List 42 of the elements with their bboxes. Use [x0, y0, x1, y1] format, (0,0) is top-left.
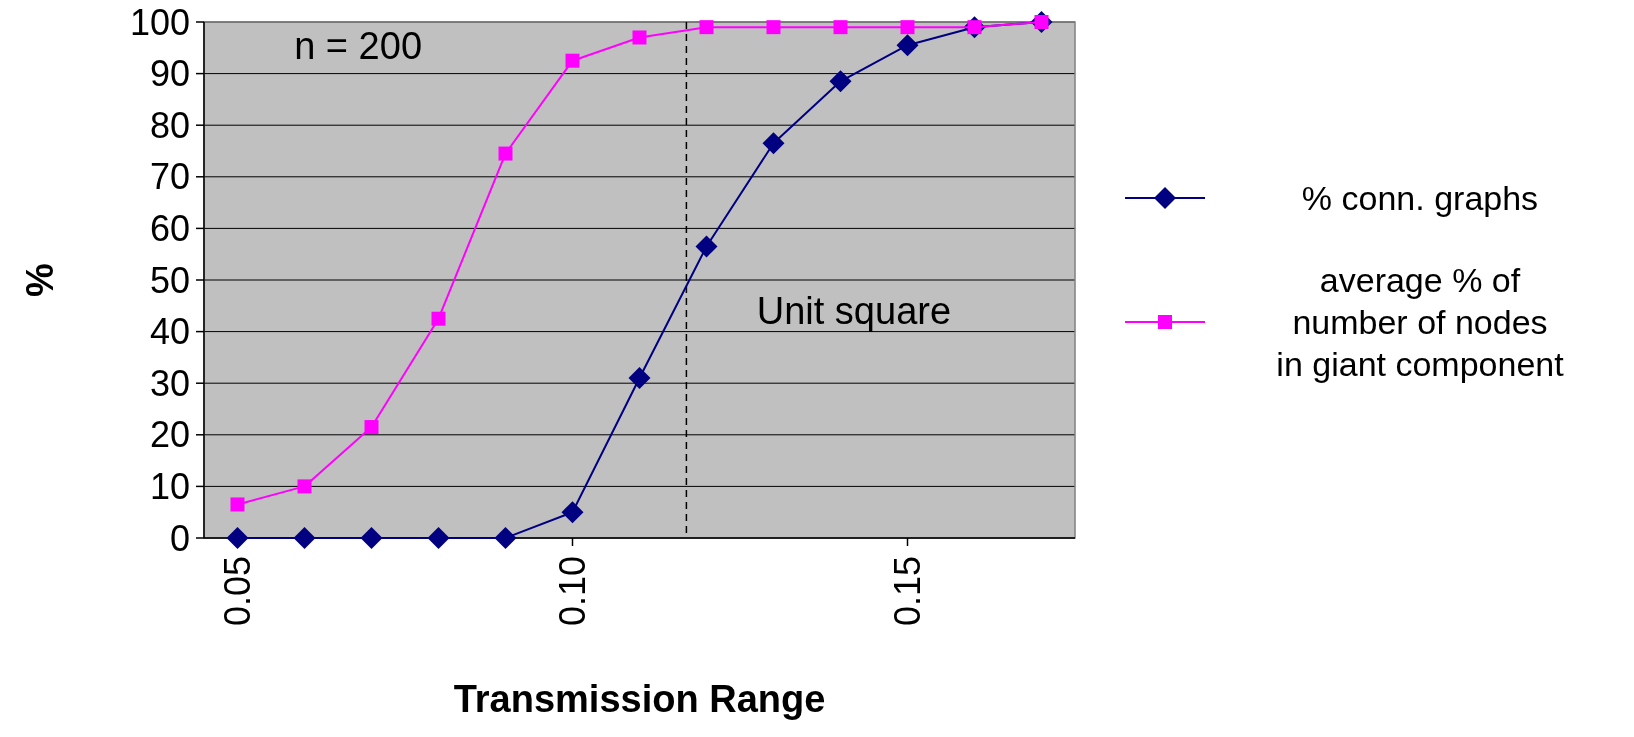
x-tick-label: 0.10 [552, 556, 594, 627]
point [297, 479, 312, 494]
point [364, 420, 379, 435]
y-tick-label: 90 [149, 53, 190, 95]
y-tick-label: 40 [149, 311, 190, 353]
point [632, 30, 647, 45]
y-axis-title: % [19, 263, 62, 297]
x-tick-label: 0.15 [887, 556, 929, 627]
point [494, 527, 517, 549]
point [628, 367, 651, 390]
y-tick-label: 60 [149, 208, 190, 249]
point [561, 501, 584, 524]
point [230, 497, 245, 512]
point [360, 527, 383, 549]
y-tick-label: 10 [149, 466, 190, 507]
point [766, 20, 781, 35]
y-tick-label: 70 [149, 156, 190, 198]
text: % conn. graphs [1301, 178, 1539, 217]
annotation: n = 200 [294, 24, 423, 67]
point [896, 34, 919, 57]
point [829, 70, 852, 93]
point [699, 20, 714, 35]
point [427, 527, 450, 549]
y-tick-label: 100 [129, 1, 190, 43]
annotation: Unit square [756, 290, 952, 333]
point [565, 53, 580, 68]
x-axis-title: Transmission Range [453, 678, 826, 720]
point [900, 20, 915, 35]
y-tick-label: 30 [149, 362, 190, 404]
point [498, 146, 513, 161]
x-tick-label: 0.05 [217, 556, 259, 627]
y-tick-label: 50 [149, 259, 190, 301]
y-tick-label: 80 [149, 104, 190, 146]
point [762, 132, 785, 155]
y-tick-label: 0 [169, 517, 190, 559]
point [833, 20, 848, 35]
point [431, 311, 446, 326]
point [695, 235, 718, 258]
point [293, 527, 316, 549]
point [226, 527, 249, 549]
y-tick-label: 20 [149, 414, 190, 456]
text: average % of number of nodes in giant component [1276, 260, 1565, 383]
